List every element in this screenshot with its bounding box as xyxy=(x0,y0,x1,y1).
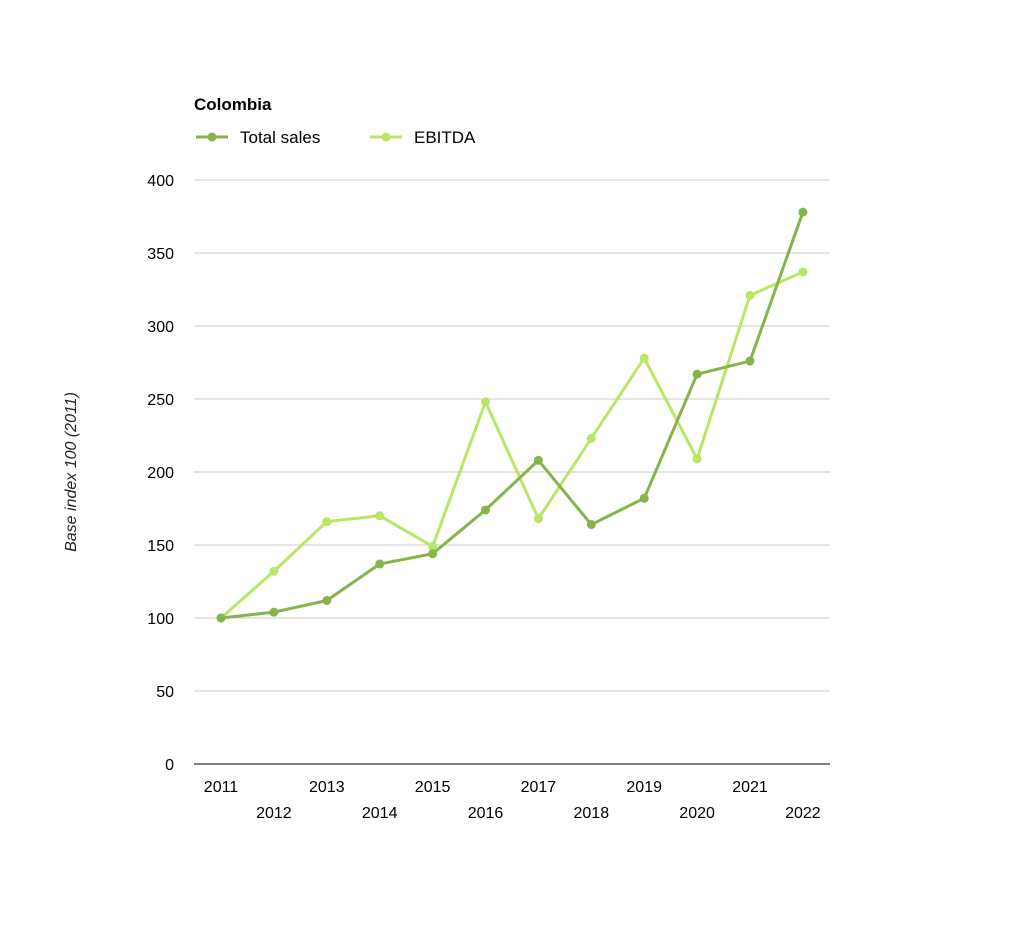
y-tick-label: 350 xyxy=(147,246,174,263)
x-tick-label: 2019 xyxy=(626,779,662,796)
y-tick-label: 0 xyxy=(165,757,174,774)
data-point-ebitda xyxy=(692,454,702,464)
gridlines xyxy=(194,179,830,765)
series-lines xyxy=(220,211,805,620)
legend-marker-ebitda xyxy=(381,132,391,142)
x-tick-label: 2022 xyxy=(785,805,821,822)
data-point-ebitda xyxy=(481,397,490,407)
data-point-total-sales xyxy=(533,455,543,465)
data-point-ebitda xyxy=(586,433,596,443)
y-tick-label: 50 xyxy=(156,684,174,701)
x-tick-label: 2020 xyxy=(679,805,715,822)
y-tick-label: 200 xyxy=(147,465,174,482)
data-point-ebitda xyxy=(533,514,543,524)
legend-label-ebitda: EBITDA xyxy=(414,128,476,147)
series-points xyxy=(216,207,808,623)
y-tick-label: 250 xyxy=(147,392,174,409)
x-tick-label: 2018 xyxy=(574,805,610,822)
data-point-total-sales xyxy=(692,369,702,379)
data-point-total-sales xyxy=(322,595,332,605)
legend: Total sales EBITDA xyxy=(196,128,476,147)
legend-label-total-sales: Total sales xyxy=(240,128,320,147)
data-point-ebitda xyxy=(745,290,755,300)
data-point-ebitda xyxy=(639,353,649,363)
x-tick-label: 2015 xyxy=(415,779,451,796)
y-tick-label: 100 xyxy=(147,611,174,628)
data-point-total-sales xyxy=(639,493,649,503)
chart-title: Colombia xyxy=(194,95,272,114)
y-tick-label: 400 xyxy=(147,173,174,190)
x-tick-label: 2021 xyxy=(732,779,768,796)
data-point-total-sales xyxy=(745,356,755,366)
data-point-total-sales xyxy=(428,549,438,559)
x-tick-label: 2011 xyxy=(204,779,239,796)
data-point-ebitda xyxy=(269,566,279,576)
y-tick-label: 150 xyxy=(147,538,174,555)
data-point-total-sales xyxy=(269,607,279,617)
x-tick-label: 2017 xyxy=(521,779,557,796)
data-point-total-sales xyxy=(375,559,385,569)
data-point-ebitda xyxy=(798,267,808,277)
x-tick-label: 2016 xyxy=(468,805,504,822)
series-line-ebitda xyxy=(220,270,804,620)
y-axis-tick-labels: 0 50 100 150 200 250 300 350 400 xyxy=(147,173,174,774)
data-point-total-sales xyxy=(216,613,226,623)
legend-marker-total-sales xyxy=(207,132,217,142)
data-point-ebitda xyxy=(375,511,385,521)
x-tick-label: 2012 xyxy=(256,805,292,822)
data-point-ebitda xyxy=(322,517,332,527)
x-tick-label: 2014 xyxy=(362,805,398,822)
x-tick-label: 2013 xyxy=(309,779,345,796)
data-point-total-sales xyxy=(586,520,596,530)
series-line-total-sales xyxy=(220,211,805,620)
legend-item-total-sales: Total sales xyxy=(196,128,320,147)
x-axis-tick-labels: 2011 2012 2013 2014 2015 2016 2017 2018 2019 2020… xyxy=(204,779,821,822)
data-point-ebitda xyxy=(428,541,438,551)
data-point-total-sales xyxy=(798,207,808,217)
data-point-total-sales xyxy=(481,505,490,515)
y-axis-title: Base index 100 (2011) xyxy=(63,392,80,552)
y-tick-label: 300 xyxy=(147,319,174,336)
legend-item-ebitda: EBITDA xyxy=(370,128,476,147)
